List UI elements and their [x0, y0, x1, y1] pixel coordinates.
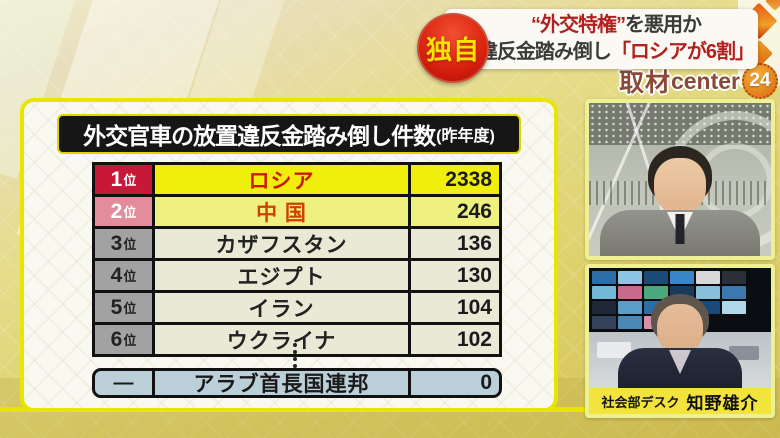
country-cell: エジプト [155, 261, 411, 290]
exclusive-badge-label: 独自 [425, 34, 480, 65]
ellipsis-icon [293, 343, 297, 368]
value-cell: 130 [411, 261, 499, 290]
headline-highlight: 「ロシアが6割」 [610, 41, 755, 63]
name-caption: 社会部デスク 知野雄介 [589, 388, 771, 414]
clock-24-icon: 24 [742, 63, 778, 99]
table-title-main: 外交官車の放置違反金踏み倒し件数 [83, 123, 436, 149]
headline-line-2: 違反金踏み倒し「ロシアが6割」 [474, 39, 758, 66]
caption-name: 知野雄介 [686, 393, 759, 413]
country-cell: ロシア [155, 165, 411, 194]
desk-item [729, 346, 759, 360]
country-cell: イラン [155, 293, 411, 322]
video-feed-studio-anchor [585, 99, 775, 260]
table-title: 外交官車の放置違反金踏み倒し件数 (昨年度) [57, 114, 521, 154]
value-cell: 246 [411, 197, 499, 226]
exclusive-badge: 独自 [417, 13, 489, 83]
studio-scene [589, 103, 771, 256]
headline-highlight: “外交特権” [531, 14, 626, 36]
program-logo: 取材 center 24 [619, 60, 778, 102]
value-cell: 2338 [411, 165, 499, 194]
video-feed-newsroom-desk: 社会部デスク 知野雄介 [585, 264, 775, 418]
newsroom-scene [589, 268, 771, 388]
desk-person [618, 292, 742, 388]
caption-role: 社会部デスク [601, 394, 680, 410]
value-cell: 0 [480, 371, 492, 394]
rank-cell: — [95, 371, 155, 395]
desk-item [597, 342, 631, 358]
value-cell: 104 [411, 293, 499, 322]
value-cell: 136 [411, 229, 499, 258]
table-title-note: (昨年度) [436, 128, 495, 145]
person-face [654, 158, 706, 214]
country-cell: カザフスタン [155, 229, 411, 258]
program-logo-kanji: 取材 [618, 69, 671, 97]
headline-line-1: “外交特権”を悪用か [474, 12, 758, 39]
person-tie [675, 214, 685, 244]
headline-text: 違反金踏み倒し [477, 41, 612, 63]
country-cell: ウクライナ [155, 325, 411, 354]
country-cell: 中 国 [155, 197, 411, 226]
person-face [657, 304, 703, 354]
country-cell: アラブ首長国連邦 [155, 371, 411, 395]
program-logo-latin: center [670, 67, 740, 94]
table-row-unranked: — アラブ首長国連邦 0 [92, 368, 502, 398]
anchor-person [600, 144, 760, 256]
headline-text: を悪用か [625, 14, 702, 36]
headline-box: “外交特権”を悪用か 違反金踏み倒し「ロシアが6割」 [444, 9, 758, 69]
value-cell: 102 [411, 325, 499, 354]
